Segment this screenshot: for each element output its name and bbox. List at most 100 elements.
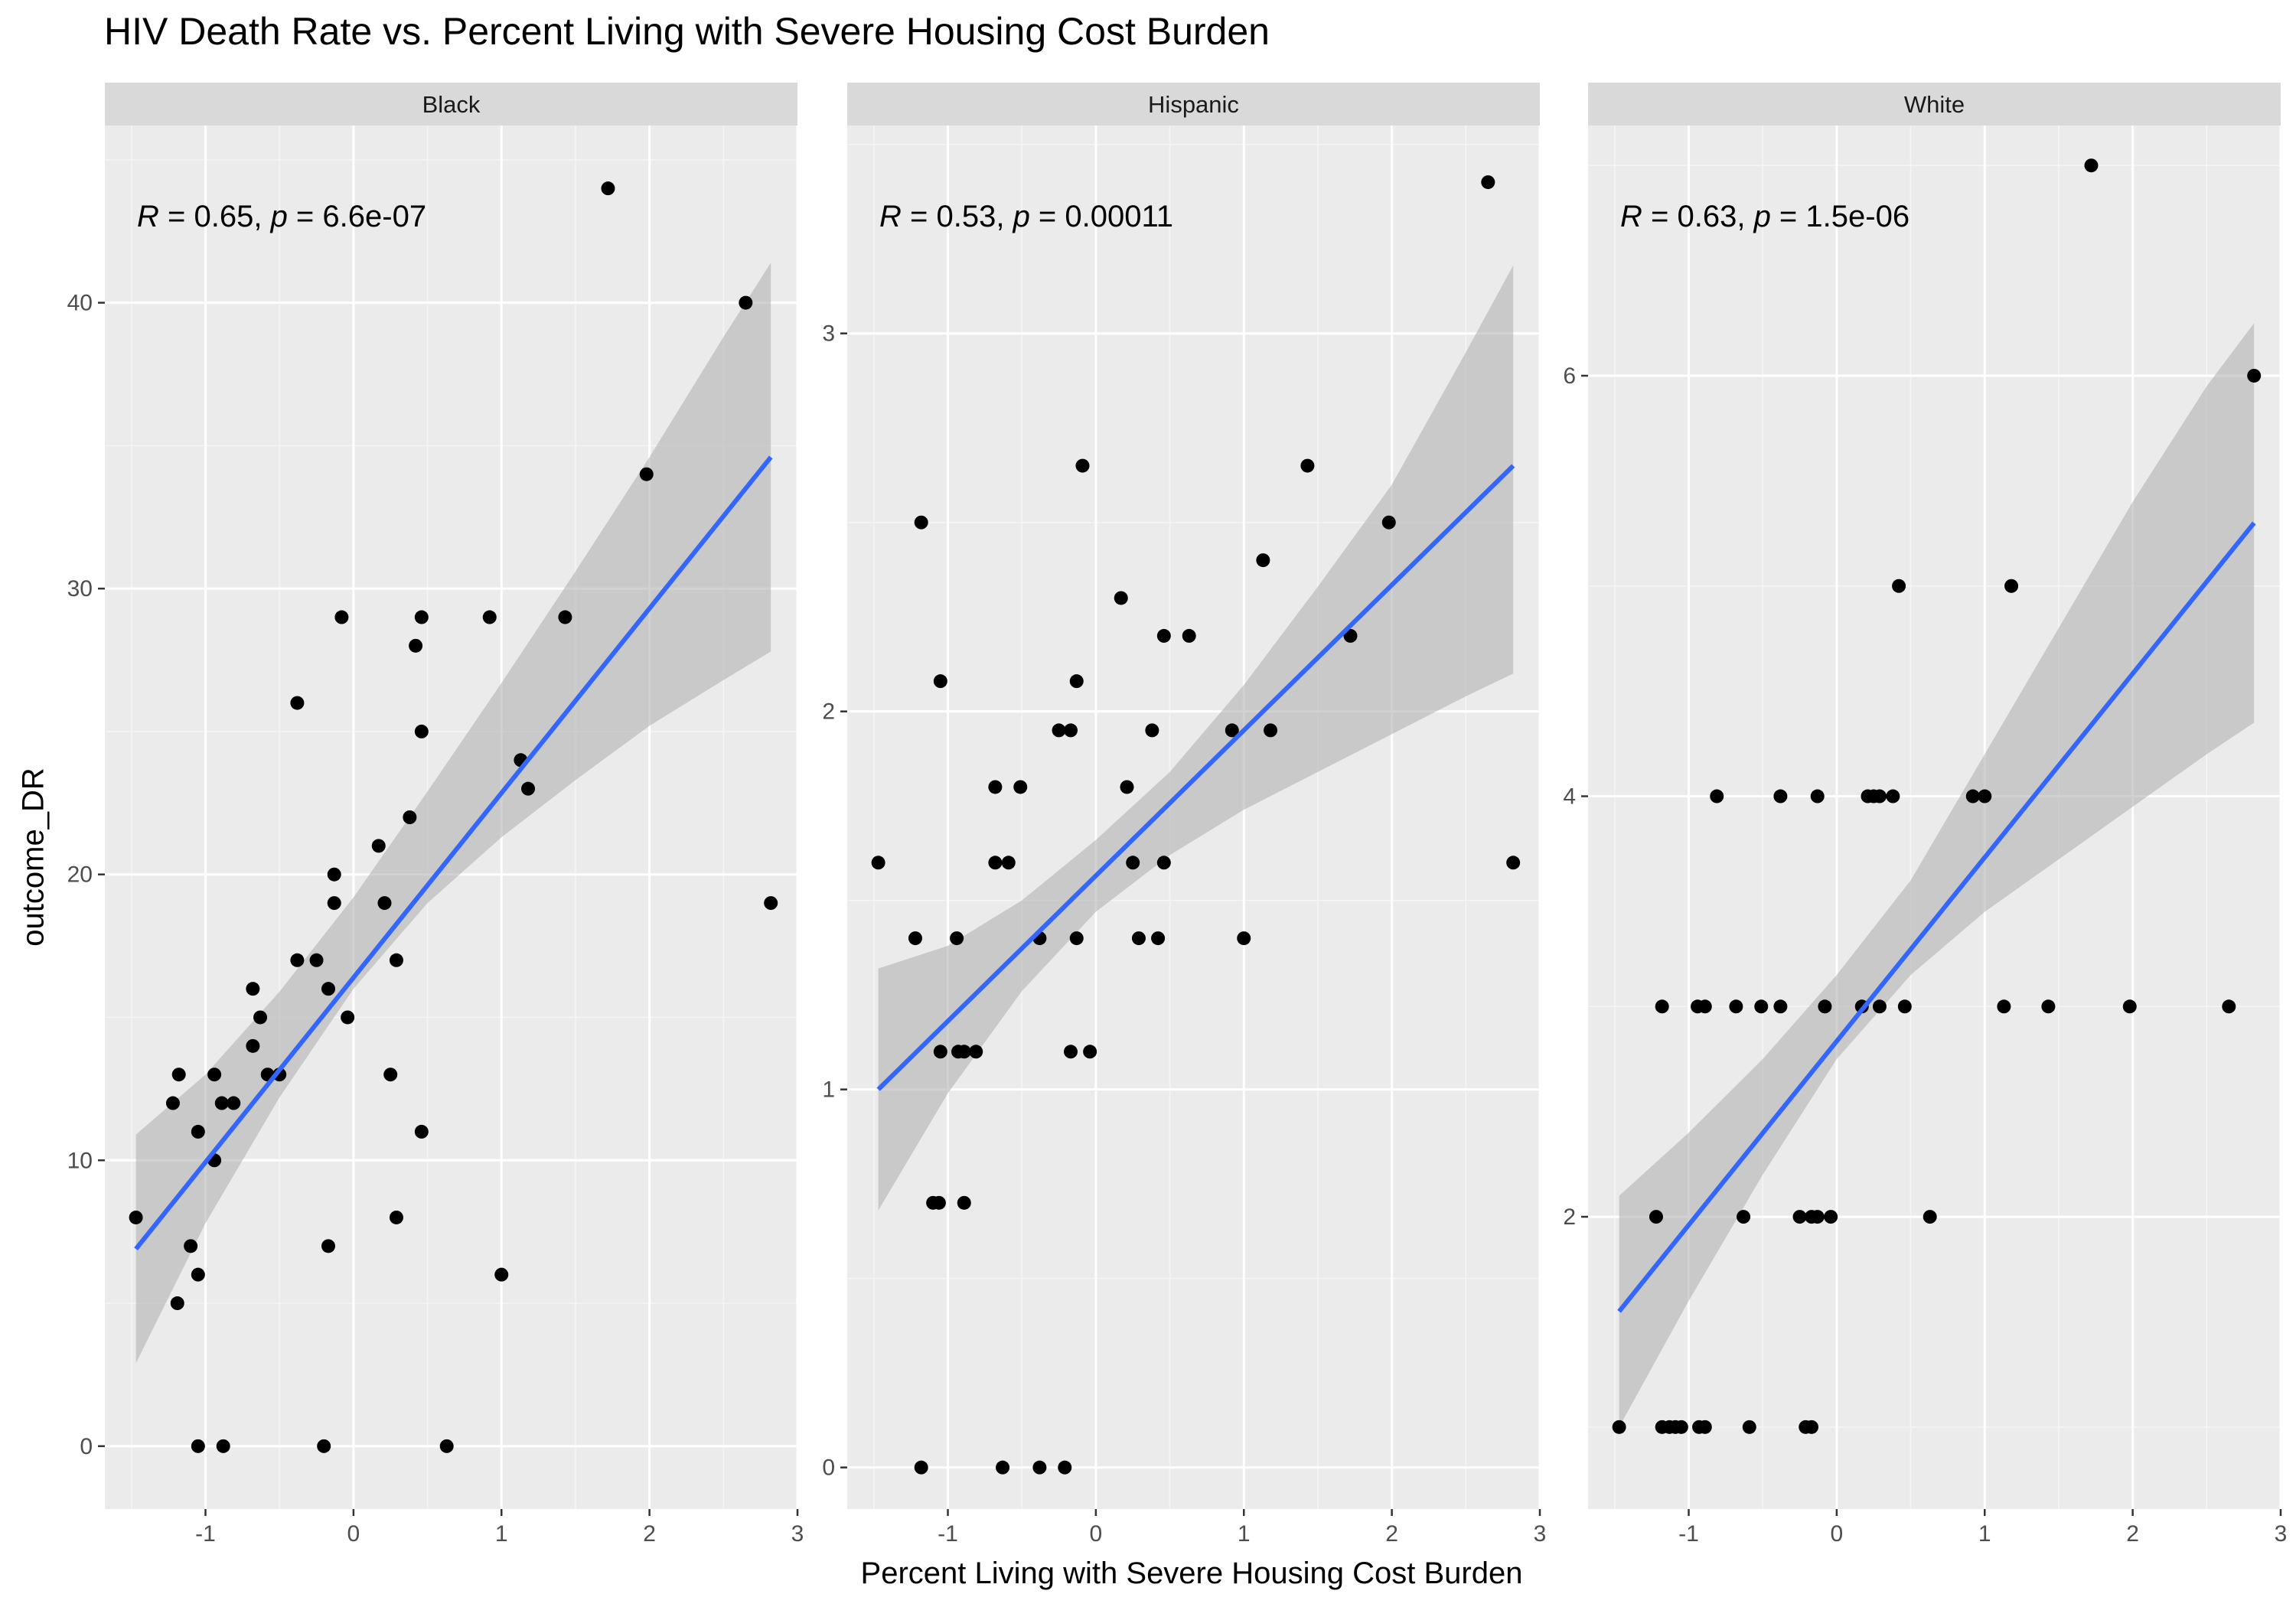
data-point: [521, 781, 536, 796]
data-point: [414, 724, 429, 738]
y-tick-label: 2: [822, 699, 835, 725]
x-tick-label: 2: [1385, 1521, 1398, 1547]
data-point: [184, 1239, 198, 1253]
data-point: [317, 1439, 331, 1453]
data-point: [2084, 158, 2099, 173]
x-tick-label: 2: [2126, 1521, 2139, 1547]
y-tick-label: 10: [67, 1148, 93, 1173]
data-point: [1649, 1210, 1663, 1224]
x-tick-label: 3: [1534, 1521, 1547, 1547]
data-point: [1069, 674, 1084, 689]
data-point: [2041, 999, 2056, 1014]
data-point: [341, 1010, 355, 1025]
data-point: [389, 1210, 403, 1224]
data-point: [1063, 1045, 1078, 1059]
facet-strip: [1588, 83, 2281, 125]
data-point: [165, 1096, 180, 1110]
x-tick-label: 1: [1238, 1521, 1251, 1547]
data-point: [1126, 856, 1140, 870]
data-point: [1032, 1460, 1047, 1475]
y-tick-label: 3: [822, 321, 835, 347]
regression-line: [876, 464, 1515, 1091]
data-point: [1506, 856, 1521, 870]
data-point: [290, 953, 305, 967]
data-point: [327, 867, 341, 882]
data-point: [414, 1124, 429, 1139]
data-point: [246, 1038, 260, 1053]
data-point: [1698, 1420, 1712, 1434]
data-point: [1145, 723, 1159, 738]
data-point: [908, 931, 922, 946]
data-point: [1058, 1460, 1072, 1475]
data-point: [933, 674, 947, 689]
data-point: [191, 1267, 205, 1282]
correlation-annotation: R = 0.65, p = 6.6e-07: [137, 200, 426, 233]
data-point: [1013, 780, 1028, 794]
data-point: [1978, 789, 1992, 804]
data-point: [253, 1010, 268, 1025]
data-point: [764, 896, 778, 911]
data-point: [1892, 579, 1906, 593]
data-point: [1997, 999, 2011, 1014]
data-point: [957, 1045, 971, 1059]
facet-strip: [847, 83, 1540, 125]
data-point: [403, 810, 417, 824]
data-point: [871, 856, 885, 870]
data-point: [482, 610, 497, 624]
data-point: [1481, 175, 1495, 190]
data-point: [1001, 856, 1016, 870]
data-point: [1773, 999, 1788, 1014]
data-point: [227, 1096, 241, 1110]
data-point: [321, 982, 335, 996]
data-point: [1897, 999, 1912, 1014]
facet-panel-hispanic: Hispanic R = 0.53, p = 0.00011 -1 0 1 2 3 0 1 2 3: [822, 83, 1546, 1547]
confidence-band: [135, 262, 771, 1364]
regression-line: [1617, 521, 2256, 1313]
regression-line: [134, 455, 773, 1250]
x-tick-label: -1: [938, 1521, 958, 1547]
data-point: [1225, 723, 1239, 738]
x-tick-label: -1: [1678, 1521, 1699, 1547]
data-point: [1655, 999, 1669, 1014]
data-point: [414, 610, 429, 624]
data-point: [1773, 789, 1788, 804]
data-point: [171, 1068, 186, 1082]
data-point: [129, 1210, 143, 1224]
data-point: [1729, 999, 1743, 1014]
data-point: [1742, 1420, 1756, 1434]
confidence-band: [878, 265, 1514, 1211]
x-tick-label: 0: [1090, 1521, 1103, 1547]
data-point: [327, 896, 341, 911]
data-point: [1237, 931, 1251, 946]
data-point: [214, 1096, 229, 1110]
data-point: [377, 896, 392, 911]
data-point: [1674, 1420, 1688, 1434]
data-point: [1612, 1420, 1626, 1434]
data-point: [1156, 856, 1171, 870]
data-point: [371, 839, 386, 853]
data-point: [1120, 780, 1134, 794]
data-point: [2122, 999, 2137, 1014]
data-point: [931, 1195, 946, 1210]
data-point: [1923, 1210, 1937, 1224]
facet-panel-white: White R = 0.63, p = 1.5e-06 -1 0 1 2 3 2 4 6: [1563, 83, 2287, 1547]
data-point: [996, 1460, 1010, 1475]
data-point: [191, 1439, 205, 1453]
correlation-annotation: R = 0.53, p = 0.00011: [879, 200, 1173, 233]
data-point: [950, 931, 964, 946]
data-point: [639, 467, 654, 481]
data-point: [309, 953, 324, 967]
data-point: [389, 953, 403, 967]
data-point: [409, 638, 423, 653]
data-point: [1156, 628, 1171, 643]
data-point: [216, 1439, 230, 1453]
x-tick-label: 3: [791, 1521, 804, 1547]
facet-strip-label: White: [1904, 91, 1965, 118]
panel-background: [1588, 125, 2281, 1509]
facet-strip-label: Hispanic: [1148, 91, 1239, 118]
data-point: [914, 1460, 928, 1475]
x-tick-label: -1: [195, 1521, 216, 1547]
data-point: [1698, 999, 1712, 1014]
y-tick-label: 2: [1563, 1204, 1576, 1230]
y-tick-label: 4: [1563, 784, 1576, 810]
